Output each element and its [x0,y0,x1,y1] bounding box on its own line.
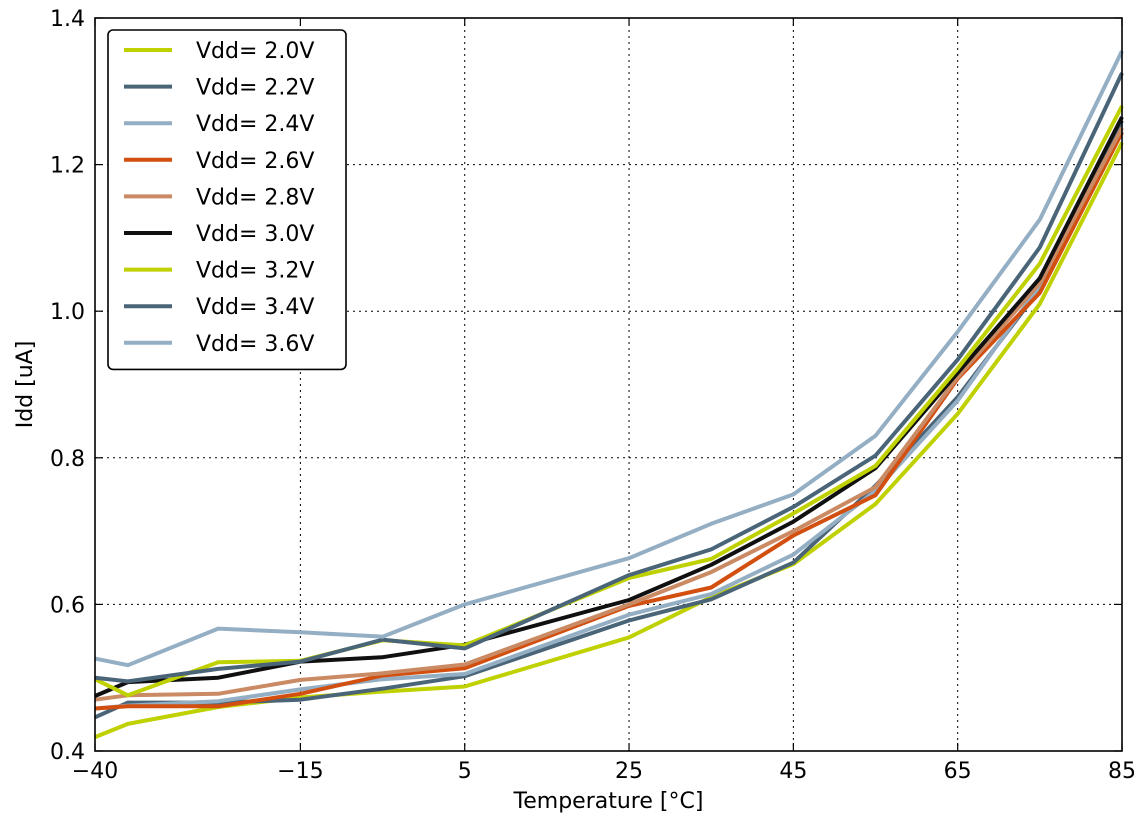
x-tick-label: 45 [779,759,807,784]
grid [95,18,1122,751]
x-tick-label: 25 [615,759,643,784]
legend: Vdd= 2.0V Vdd= 2.2V Vdd= 2.4V Vdd= 2.6V Vdd=… [107,29,347,371]
series-line-7 [94,72,1124,684]
x-tick-label: −40 [72,759,118,784]
y-tick-label: 1.0 [50,300,85,325]
legend-label: Vdd= 2.8V [196,185,314,210]
legend-label: Vdd= 3.2V [196,259,314,284]
y-tick-label: 1.2 [50,154,85,179]
x-tick-label: 85 [1108,759,1136,784]
y-tick-label: 0.8 [50,447,85,472]
y-tick-label: 1.4 [50,7,85,32]
axis-ticks: −40 −15 5 25 45 65 85 0.4 0.6 0.8 1.0 1.2 1.4 [50,7,1136,784]
legend-label: Vdd= 2.0V [196,39,314,64]
legend-label: Vdd= 3.0V [196,222,314,247]
x-axis-title: Temperature [°C] [513,789,704,814]
legend-label: Vdd= 2.4V [196,112,314,137]
series-line-4 [94,126,1124,702]
series-line-6 [94,105,1124,698]
series-line-5 [94,116,1124,698]
series-line-2 [94,130,1124,711]
legend-box [107,29,347,371]
legend-label: Vdd= 3.6V [196,332,314,357]
y-axis-title: Idd [uA] [13,341,38,429]
plot-frame [94,17,1123,752]
x-tick-label: −15 [277,759,323,784]
series-lines [94,50,1124,739]
y-tick-label: 0.6 [50,593,85,618]
series-line-8 [94,50,1124,668]
legend-label: Vdd= 3.4V [196,295,314,320]
x-tick-label: 5 [458,759,472,784]
x-tick-label: 65 [944,759,972,784]
legend-label: Vdd= 2.6V [196,149,314,174]
y-tick-label: 0.4 [50,740,85,765]
legend-label: Vdd= 2.2V [196,76,314,101]
